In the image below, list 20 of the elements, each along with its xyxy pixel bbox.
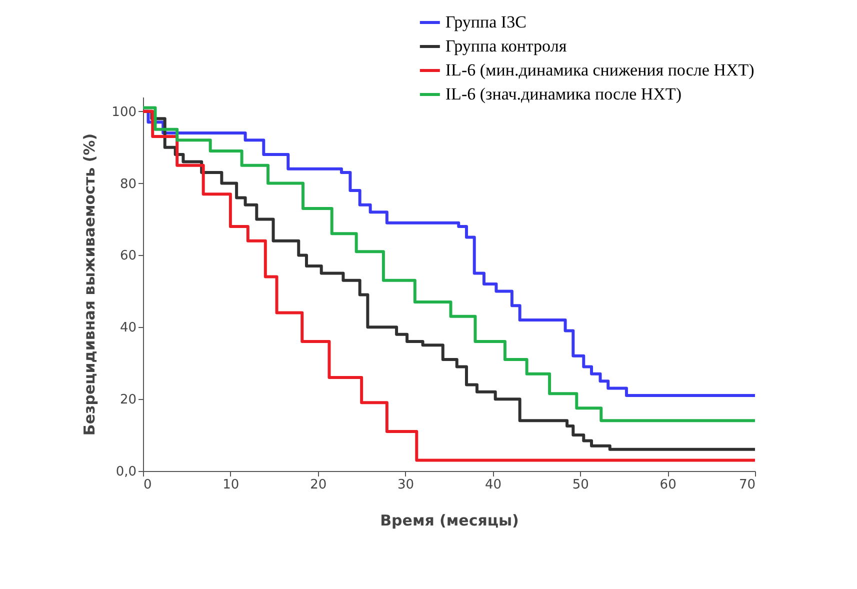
y-axis-title: Безрецидивная выживаемость (%) — [80, 133, 99, 436]
x-axis-title: Время (месяцы) — [380, 512, 519, 530]
x-tick-label: 50 — [572, 478, 589, 492]
y-tick-label: 60 — [120, 248, 136, 264]
x-tick-label: 70 — [738, 478, 756, 492]
y-tick-label: 20 — [120, 392, 136, 408]
legend-label: IL-6 (мин.динамика снижения после НХТ) — [445, 60, 754, 80]
y-tick-label: 80 — [120, 176, 136, 192]
x-tick-label: 0 — [144, 478, 152, 492]
y-tick-label: 40 — [120, 320, 136, 336]
x-tick-label: 60 — [660, 478, 676, 492]
legend-label: Группа контроля — [445, 36, 567, 56]
y-tick-label: 100 — [112, 104, 136, 120]
x-tick-label: 20 — [310, 478, 327, 492]
y-tick-label: 0,0 — [116, 464, 136, 480]
legend-label: Группа I3C — [445, 12, 526, 32]
x-tick-label: 40 — [484, 478, 502, 492]
legend-label: IL-6 (знач.динамика после НХТ) — [445, 84, 682, 104]
x-tick-label: 10 — [222, 478, 240, 492]
x-tick-label: 30 — [398, 478, 414, 492]
